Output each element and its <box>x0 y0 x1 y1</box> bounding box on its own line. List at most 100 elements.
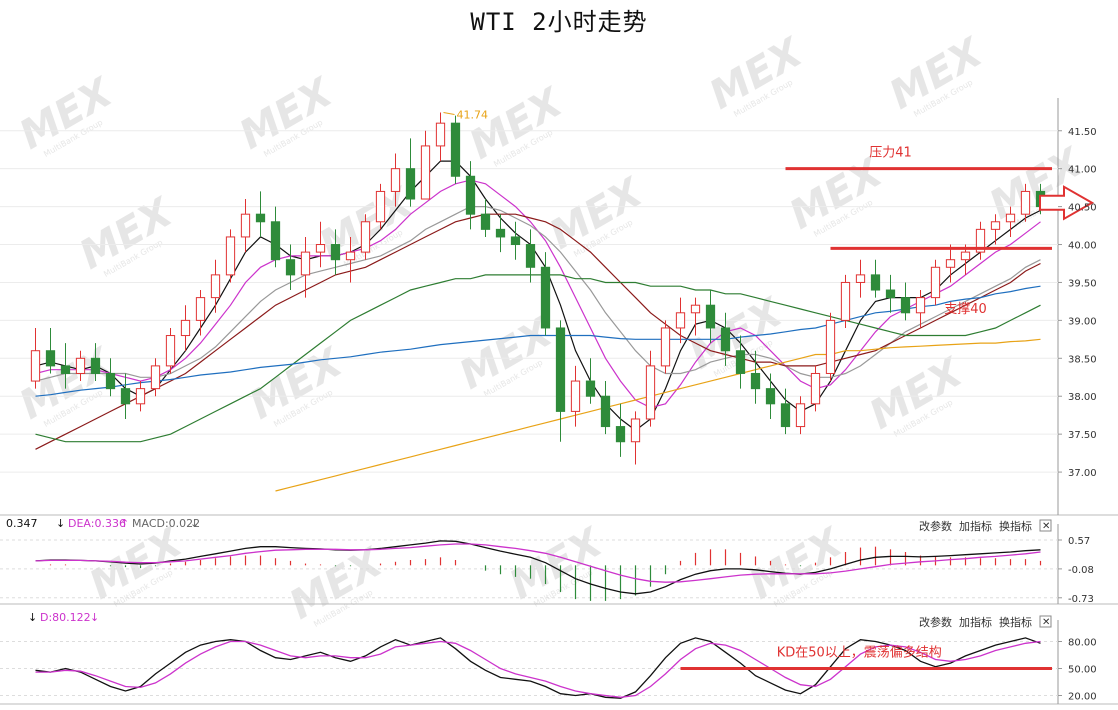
candle-body <box>780 403 791 428</box>
candle-body <box>825 319 836 374</box>
up-arrow-icon: ↑ <box>120 517 129 530</box>
y-tick-label: 38.00 <box>1068 392 1097 403</box>
macd-dif-line <box>35 540 1041 595</box>
candle-body <box>990 221 1001 230</box>
y-tick-label: 38.50 <box>1068 354 1097 365</box>
kd-annotation: KD在50以上，震荡偏多结构 <box>777 645 942 661</box>
candle-body <box>885 289 896 299</box>
right-arrow-icon <box>1039 185 1095 221</box>
y-tick-label: 80.00 <box>1068 638 1097 649</box>
panel-button: 加指标 <box>959 615 992 629</box>
candle-body <box>330 244 341 261</box>
candle-body <box>30 350 41 382</box>
y-tick-label: -0.08 <box>1068 565 1094 576</box>
peak-label: 41.74 <box>457 109 489 122</box>
moving-averages <box>35 160 1041 492</box>
close-icon <box>1039 519 1052 532</box>
candle-body <box>195 297 206 321</box>
candle-body <box>855 274 866 283</box>
down-arrow-icon: ↓ <box>190 517 199 530</box>
candle-body <box>285 259 296 276</box>
candle-body <box>945 259 956 268</box>
candle-body <box>375 190 386 223</box>
candle-body <box>540 266 551 329</box>
candle-body <box>90 357 101 374</box>
candle-body <box>120 388 131 405</box>
candle-body <box>705 304 716 329</box>
y-tick-label: 50.00 <box>1068 665 1097 676</box>
candle-body <box>600 395 611 428</box>
candles: 41.74 <box>30 109 1046 465</box>
candle-body <box>450 122 461 177</box>
panel-button: 改参数 <box>919 519 952 533</box>
candle-body <box>840 281 851 321</box>
candle-body <box>360 221 371 253</box>
candle-body <box>345 251 356 261</box>
candle-body <box>180 319 191 337</box>
candle-body <box>45 350 56 367</box>
candle-body <box>510 236 521 246</box>
candle-body <box>915 297 926 314</box>
candle-body <box>60 365 71 374</box>
moving-average-line <box>35 160 1041 432</box>
candle-body <box>150 365 161 390</box>
y-tick-label: 20.00 <box>1068 692 1097 703</box>
y-tick-label: 41.00 <box>1068 165 1097 176</box>
candle-body <box>300 251 311 276</box>
candle-body <box>735 350 746 374</box>
y-tick-label: 40.50 <box>1068 203 1097 214</box>
page-title: WTI 2小时走势 <box>470 8 648 36</box>
candle-body <box>525 244 536 268</box>
down-arrow-icon: ↓ <box>90 611 99 624</box>
candle-body <box>720 327 731 352</box>
candle-body <box>435 122 446 147</box>
candle-body <box>255 213 266 223</box>
candle-body <box>555 327 566 412</box>
candle-body <box>465 175 476 215</box>
level-annotation: 支撑40 <box>944 302 987 317</box>
kd-d-value: D:80.122 <box>40 611 91 624</box>
y-tick-label: 39.00 <box>1068 316 1097 327</box>
candle-body <box>675 312 686 329</box>
panel-button: 换指标 <box>999 519 1032 533</box>
main-y-axis: 41.50 41.00 40.50 40.00 39.50 39.00 38.50 38.00… <box>1058 127 1097 479</box>
close-icon-glyph: ✕ <box>1042 617 1050 628</box>
candle-body <box>660 327 671 367</box>
candle-body <box>105 372 116 390</box>
candle-body <box>135 388 146 405</box>
moving-average-line <box>35 274 1041 443</box>
candle-body <box>75 357 86 374</box>
peak-marker <box>443 112 455 116</box>
macd-dea-line <box>35 543 1041 583</box>
candle-body <box>270 221 281 261</box>
candle-body <box>315 244 326 253</box>
candle-body <box>495 228 506 238</box>
y-tick-label: 0.57 <box>1068 536 1090 547</box>
candle-body <box>165 335 176 367</box>
y-tick-label: 40.00 <box>1068 241 1097 252</box>
candle-body <box>1020 190 1031 215</box>
kd-d-line <box>35 640 1041 698</box>
candle-body <box>900 297 911 314</box>
macd-value: MACD:0.022 <box>132 517 200 530</box>
moving-average-line <box>35 213 1041 450</box>
candle-body <box>960 251 971 261</box>
main-annotations: 压力41 支撑40 <box>785 146 1095 317</box>
moving-average-line <box>275 338 1041 492</box>
candle-body <box>750 372 761 390</box>
candle-body <box>690 304 701 314</box>
moving-average-line <box>35 285 1041 397</box>
candle-body <box>615 426 626 443</box>
close-icon-glyph: ✕ <box>1042 521 1050 532</box>
candle-body <box>645 365 656 420</box>
candle-body <box>390 168 401 192</box>
y-tick-label: -0.73 <box>1068 594 1094 605</box>
candle-body <box>210 274 221 299</box>
candle-body <box>810 372 821 405</box>
y-tick-label: 37.50 <box>1068 430 1097 441</box>
kd-k-line <box>35 637 1041 699</box>
panel-button: 加指标 <box>959 519 992 533</box>
